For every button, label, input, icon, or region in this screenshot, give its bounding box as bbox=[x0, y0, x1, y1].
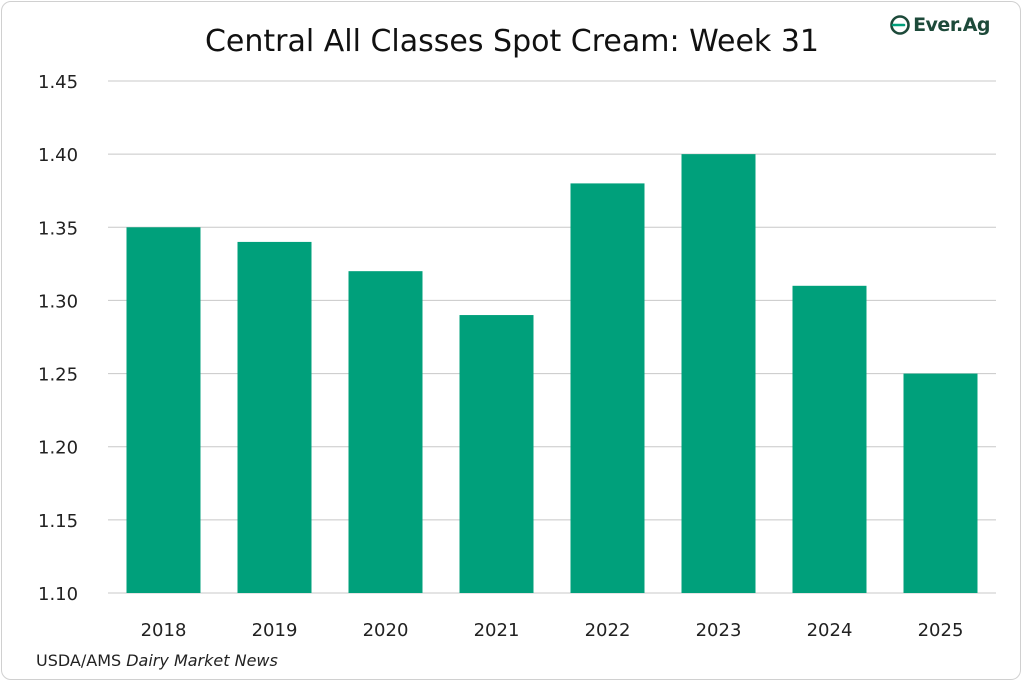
source-prefix: USDA/AMS bbox=[36, 651, 127, 670]
bar-2021 bbox=[459, 315, 534, 593]
y-tick-label: 1.20 bbox=[38, 438, 78, 459]
x-tick-label: 2021 bbox=[474, 620, 520, 641]
ever-ag-leaf-icon bbox=[890, 15, 910, 35]
x-tick-label: 2022 bbox=[585, 620, 631, 641]
x-tick-label: 2018 bbox=[141, 620, 187, 641]
y-tick-label: 1.30 bbox=[38, 291, 78, 312]
y-tick-label: 1.10 bbox=[38, 584, 78, 605]
x-tick-label: 2023 bbox=[696, 620, 742, 641]
bar-2018 bbox=[126, 227, 201, 594]
x-axis-ticks: 2018 2019 2020 2021 2022 2023 2024 2025 bbox=[141, 620, 964, 641]
source-publication: Dairy Market News bbox=[126, 651, 278, 670]
ever-ag-logo: Ever.Ag bbox=[890, 14, 990, 36]
bar-2025 bbox=[903, 373, 978, 593]
y-tick-label: 1.25 bbox=[38, 365, 78, 386]
x-tick-label: 2020 bbox=[363, 620, 409, 641]
y-tick-label: 1.40 bbox=[38, 145, 78, 166]
bar-2020 bbox=[348, 271, 423, 593]
y-tick-label: 1.35 bbox=[38, 218, 78, 239]
x-tick-label: 2024 bbox=[807, 620, 853, 641]
bar-2019 bbox=[237, 241, 312, 593]
y-tick-label: 1.45 bbox=[38, 72, 78, 93]
bars bbox=[126, 154, 978, 594]
x-tick-label: 2019 bbox=[252, 620, 298, 641]
y-tick-label: 1.15 bbox=[38, 511, 78, 532]
y-axis-ticks: 1.10 1.15 1.20 1.25 1.30 1.35 1.40 1.45 bbox=[38, 72, 78, 605]
source-note: USDA/AMS Dairy Market News bbox=[36, 651, 278, 670]
bar-2023 bbox=[681, 154, 756, 593]
chart-title: Central All Classes Spot Cream: Week 31 bbox=[204, 24, 820, 59]
bar-2022 bbox=[570, 183, 645, 593]
bar-2024 bbox=[792, 285, 867, 593]
x-tick-label: 2025 bbox=[918, 620, 964, 641]
ever-ag-logo-text: Ever.Ag bbox=[913, 14, 990, 36]
